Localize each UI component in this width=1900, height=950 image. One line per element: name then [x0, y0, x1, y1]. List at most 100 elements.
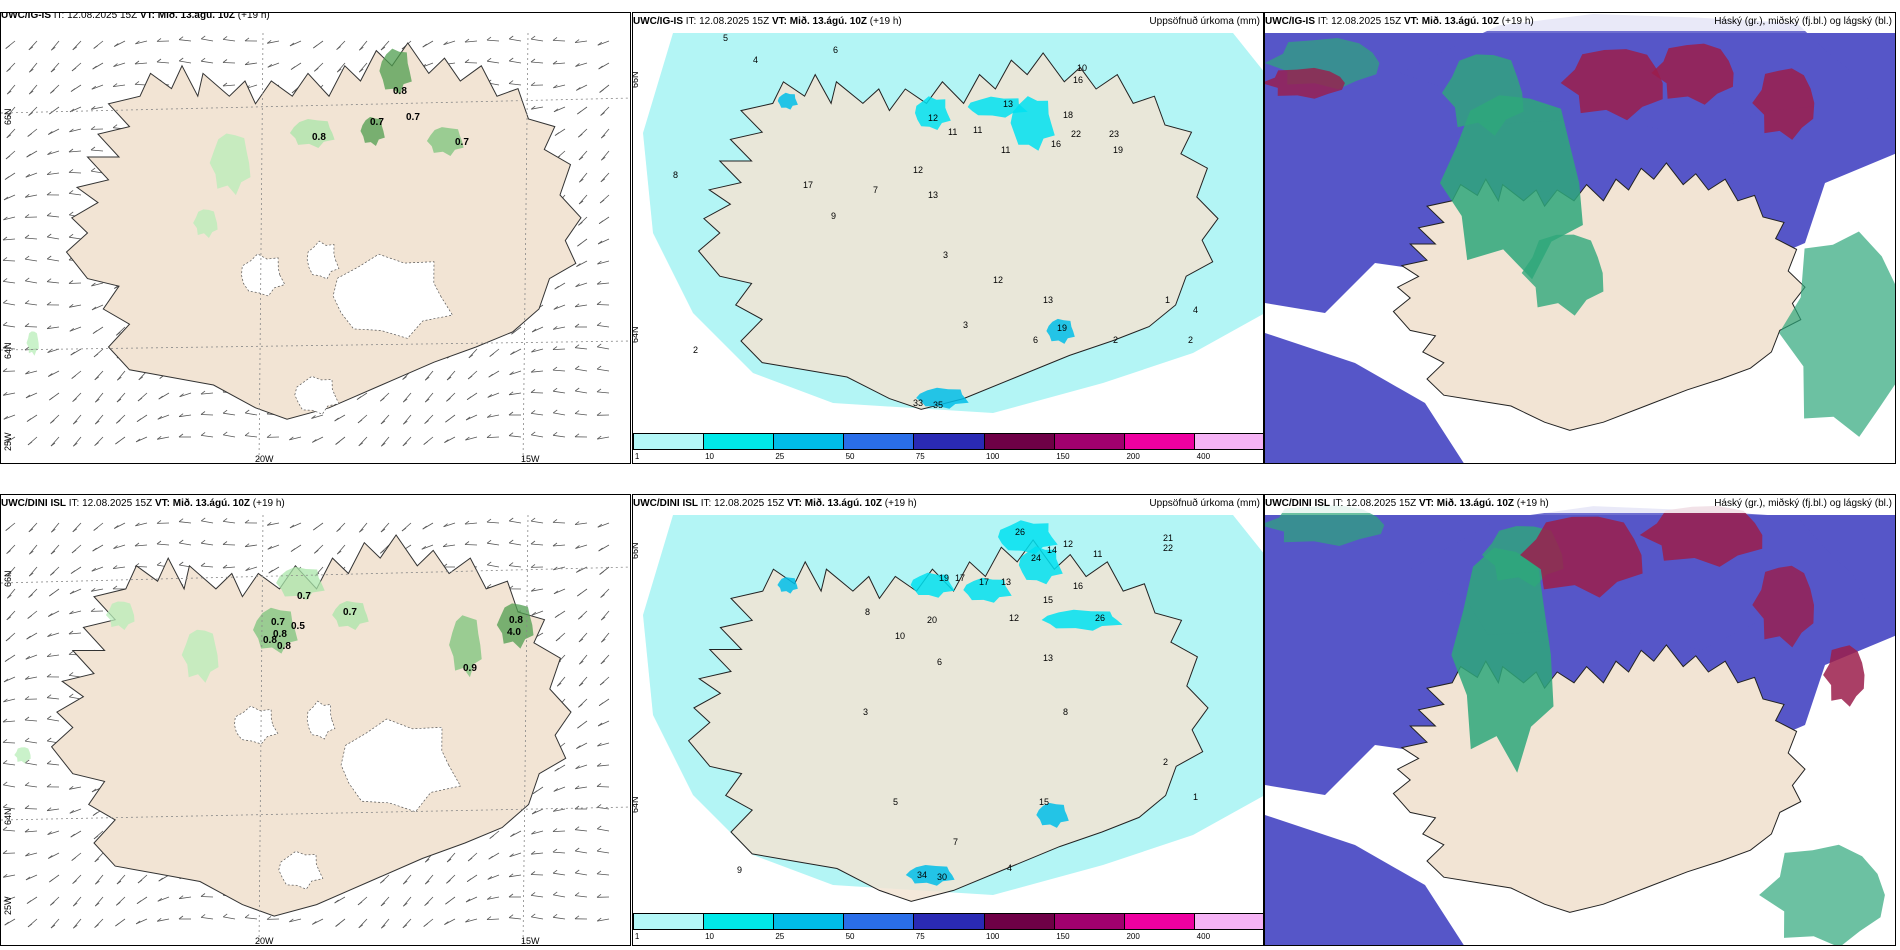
wind-barb-flag [443, 523, 448, 528]
wind-barb-flag [598, 65, 603, 70]
precip-value: 20 [927, 615, 937, 625]
wind-barb-flag [357, 901, 363, 906]
wind-barb [597, 238, 610, 245]
wind-barb-flag [487, 876, 493, 880]
wind-barb-flag [598, 702, 604, 707]
wind-barb-flag [50, 68, 56, 73]
wind-barb [2, 370, 16, 372]
wind-barb-flag [25, 394, 31, 399]
wind-barb-flag [552, 346, 558, 350]
wind-barb-flag [94, 858, 100, 863]
wind-barb [91, 106, 104, 110]
title-lead: (+19 h) [1516, 498, 1549, 509]
wind-barb [135, 40, 148, 45]
wind-barb [531, 895, 544, 898]
wind-barb [3, 698, 16, 703]
wind-barb [156, 543, 170, 546]
wind-barb [424, 392, 434, 403]
precip-value: 18 [1063, 110, 1073, 120]
wind-barb-flag [552, 409, 558, 414]
wind-barb-flag [27, 133, 32, 137]
cloud-patch [1651, 43, 1734, 105]
wind-barb-flag [508, 411, 514, 416]
precip-value: 6 [937, 657, 942, 667]
wind-barb-flag [574, 521, 580, 525]
wind-barb-flag [91, 85, 97, 90]
title-vt: Mið. 13.ágú. 10Z [1421, 16, 1499, 27]
wind-barb [134, 544, 148, 547]
wind-barb-flag [486, 896, 492, 900]
wind-barb [3, 281, 16, 284]
wind-barb-flag [179, 393, 184, 398]
wind-barb-flag [3, 678, 9, 683]
colorbar-cell [1194, 914, 1263, 929]
precip-green-area [105, 601, 135, 630]
wind-barb-flag [2, 391, 8, 396]
wind-barb-flag [555, 637, 561, 642]
wind-barb-flag [596, 388, 602, 393]
wind-barb-flag [574, 847, 580, 852]
wind-barb-flag [93, 45, 98, 49]
wind-barb-flag [486, 539, 492, 544]
wind-barb [530, 392, 544, 394]
wind-barb [531, 38, 544, 42]
wind-barb [509, 370, 522, 376]
wind-barb-flag [552, 869, 558, 874]
wind-barb-flag [95, 398, 100, 403]
wind-barb [245, 917, 258, 920]
wind-barb-flag [574, 433, 580, 438]
wind-barb-flag [69, 809, 75, 814]
wind-barb-flag [552, 37, 558, 41]
wind-barb [3, 763, 16, 766]
wind-barb [47, 718, 60, 722]
wind-barb-flag [94, 420, 100, 425]
precip-heavy-spot [963, 577, 1012, 603]
wind-barb-flag [596, 322, 602, 326]
wind-barb [69, 193, 82, 196]
wind-barb [464, 544, 478, 546]
wind-barb-flag [2, 781, 8, 786]
wind-barb-flag [135, 920, 141, 925]
precip-green-area [26, 331, 39, 356]
wind-barb-flag [46, 325, 52, 330]
wind-barb [509, 392, 522, 396]
wind-barb [69, 326, 82, 332]
precip-green-area [193, 209, 218, 238]
precip-value: 30 [937, 872, 947, 882]
wind-barb [402, 414, 412, 425]
wind-barb-flag [135, 522, 140, 527]
wind-barb [509, 852, 522, 858]
wind-barb [597, 522, 610, 528]
wind-barb [223, 39, 236, 42]
wind-barb-flag [200, 914, 206, 918]
map-wind-top [1, 32, 630, 463]
wind-barb-flag [554, 614, 560, 618]
wind-barb-flag [552, 519, 558, 523]
wind-barb-flag [575, 63, 580, 67]
value-label: 0.9 [463, 663, 477, 674]
wind-barb-flag [46, 233, 52, 238]
wind-barb-flag [112, 565, 118, 569]
wind-barb-flag [509, 371, 514, 376]
wind-barb [509, 60, 522, 64]
wind-barb-flag [4, 658, 10, 662]
precip-value: 8 [865, 607, 870, 617]
wind-barb-flag [596, 783, 602, 787]
precip-value: 5 [723, 33, 728, 43]
wind-barb [223, 412, 236, 416]
wind-barb [222, 566, 236, 569]
lat-label-66: 66N [632, 542, 640, 559]
wind-barb-flag [554, 132, 560, 136]
wind-barb-flag [530, 58, 536, 63]
wind-barb-flag [136, 418, 142, 423]
wind-barb-flag [68, 233, 74, 238]
wind-barb-flag [597, 41, 603, 46]
wind-barb-flag [158, 877, 163, 882]
colorbar-tick: 100 [986, 452, 1000, 461]
wind-barb-flag [68, 148, 74, 153]
wind-barb-flag [112, 585, 118, 590]
precip-heavy-spot [998, 520, 1058, 554]
wind-barb [72, 414, 82, 425]
wind-barb-flag [578, 200, 584, 205]
wind-barb-flag [157, 415, 163, 420]
